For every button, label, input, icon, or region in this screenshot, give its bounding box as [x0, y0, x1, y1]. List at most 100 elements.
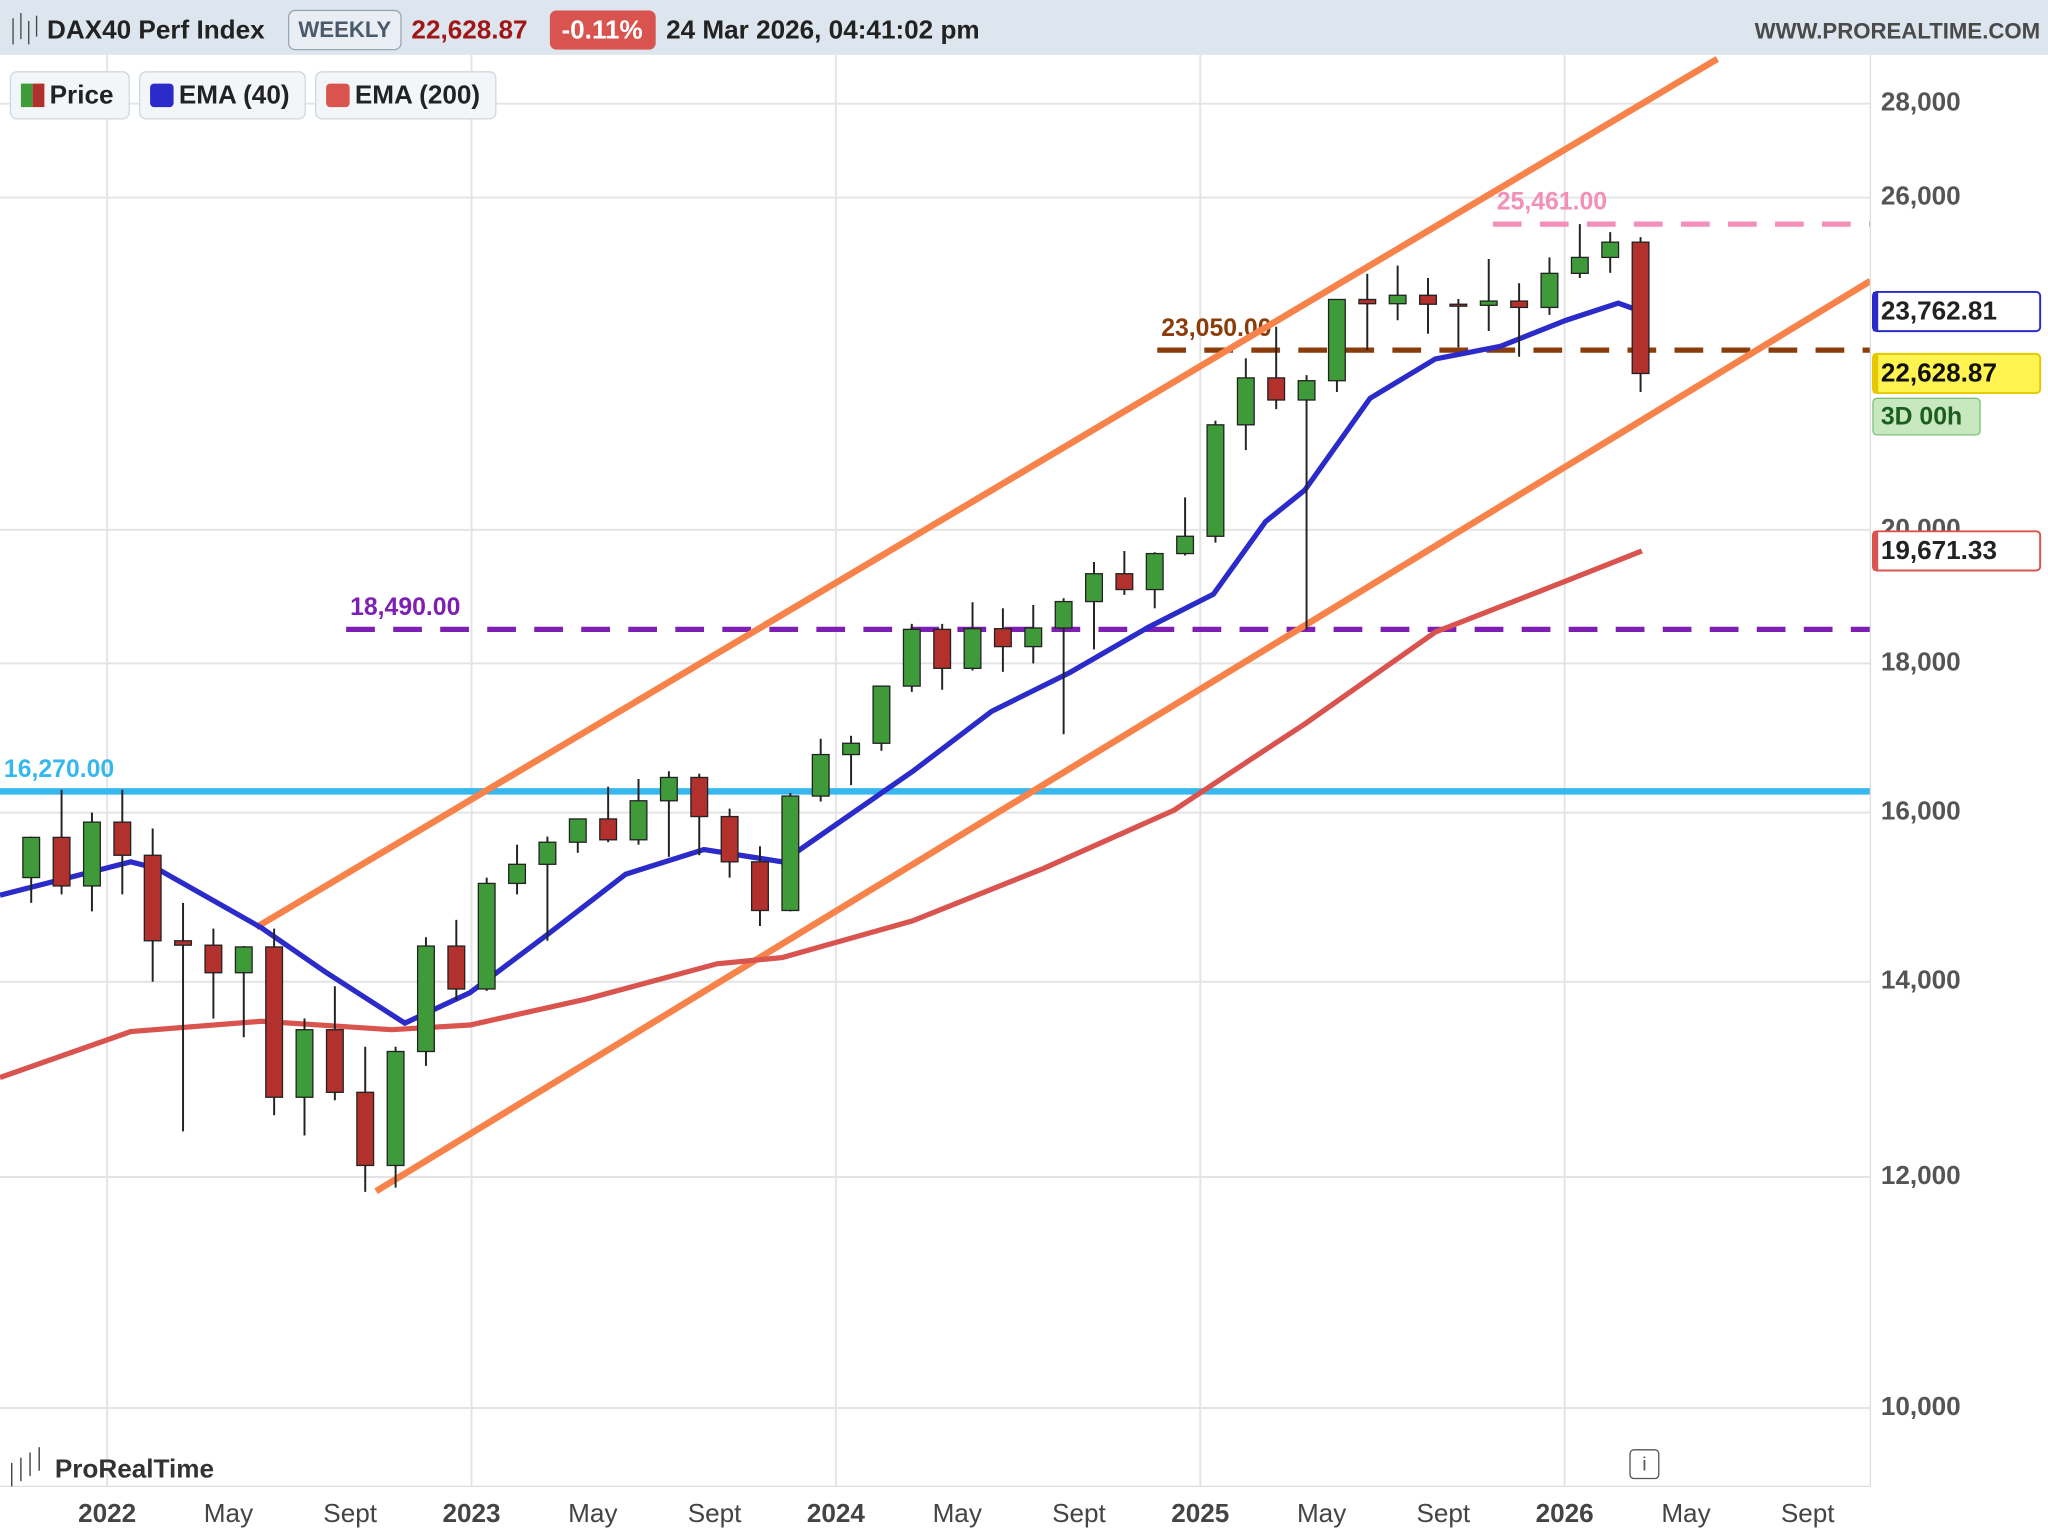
- level-label: 18,490.00: [350, 594, 460, 621]
- candle-body: [1631, 241, 1650, 375]
- candle-body: [1054, 600, 1073, 629]
- candle-body: [1297, 380, 1316, 401]
- ema-last-edge: [1872, 531, 1879, 571]
- grid: [0, 54, 1871, 1487]
- candle-body: [204, 944, 223, 974]
- y-tick-label: 16,000: [1881, 795, 1961, 825]
- candle-body: [963, 628, 982, 669]
- candle-body: [508, 863, 527, 885]
- timeframe-box[interactable]: [288, 9, 402, 51]
- candle-body: [265, 946, 284, 1098]
- candle-body: [1601, 241, 1620, 259]
- legend-swatch: [20, 83, 33, 108]
- info-button[interactable]: [1629, 1449, 1660, 1480]
- x-tick-label: 2026: [1536, 1498, 1594, 1528]
- candle-body: [629, 800, 648, 841]
- legend-label: EMA (40): [179, 80, 290, 110]
- candle-body: [1449, 303, 1468, 307]
- x-axis-area: [0, 1486, 2048, 1536]
- legend-swatch: [326, 83, 350, 108]
- level-label: 16,270.00: [4, 756, 114, 783]
- candle-body: [599, 818, 618, 841]
- candle-body: [1540, 272, 1559, 309]
- timeframe[interactable]: WEEKLY: [298, 17, 391, 42]
- brand: ProRealTime: [55, 1454, 214, 1484]
- candle-body: [1327, 298, 1346, 382]
- candle-body: [477, 882, 496, 990]
- legend-swatch: [32, 83, 45, 108]
- candle-body: [750, 861, 769, 912]
- candle-body: [1510, 300, 1529, 309]
- candle-body: [1570, 256, 1589, 274]
- ema-line: [0, 300, 1643, 1027]
- price-last: 22,628.87: [1881, 358, 1997, 388]
- source: WWW.PROREALTIME.COM: [1755, 19, 2041, 44]
- candle-body: [356, 1091, 375, 1167]
- channel-line: [374, 278, 1871, 1195]
- candle-body: [902, 628, 921, 687]
- legend-label: Price: [50, 80, 114, 110]
- x-tick-label: May: [933, 1498, 982, 1528]
- x-tick-label: May: [568, 1498, 617, 1528]
- candle-body: [993, 628, 1012, 648]
- y-tick-label: 28,000: [1881, 87, 1961, 117]
- x-tick-label: 2022: [78, 1498, 136, 1528]
- candle-body: [325, 1029, 344, 1093]
- candle-body: [295, 1029, 314, 1098]
- change: -0.11%: [561, 14, 642, 44]
- candle-body: [811, 753, 830, 797]
- legend-swatch: [150, 83, 174, 108]
- y-tick-label: 10,000: [1881, 1391, 1961, 1421]
- candle-body: [781, 795, 800, 912]
- candle-body: [538, 841, 557, 865]
- plot-area: 16,270.00 18,490.00 23,050.00 25,461.00: [0, 56, 1871, 1195]
- candle-body: [1206, 424, 1225, 537]
- candle-body: [386, 1050, 405, 1167]
- candle-body: [1358, 298, 1377, 305]
- legend-item[interactable]: [315, 71, 497, 120]
- candle-body: [1024, 627, 1043, 648]
- price-last-edge: [1872, 353, 1879, 394]
- ticker-icon: [12, 13, 38, 45]
- candle-body: [1388, 294, 1407, 305]
- legend-label: EMA (200): [355, 80, 480, 110]
- candle-body: [416, 945, 435, 1053]
- ema-last: 23,762.81: [1881, 296, 1997, 326]
- ema-line: [0, 548, 1643, 1081]
- title: DAX40 Perf Index: [47, 14, 265, 44]
- timestamp: 24 Mar 2026, 04:41:02 pm: [666, 14, 980, 44]
- brand-icon: [11, 1447, 40, 1487]
- candle-body: [1145, 552, 1164, 591]
- x-tick-label: 2023: [442, 1498, 500, 1528]
- candle-body: [1236, 377, 1255, 426]
- candle-body: [1479, 300, 1498, 306]
- candle-body: [22, 836, 41, 879]
- ema-last: 19,671.33: [1881, 535, 1997, 565]
- ema-last-edge: [1872, 291, 1879, 332]
- x-tick-label: Sept: [323, 1498, 377, 1528]
- x-tick-label: Sept: [1052, 1498, 1106, 1528]
- level-label: 25,461.00: [1497, 189, 1607, 216]
- candle-body: [82, 821, 101, 887]
- candle-body: [234, 946, 253, 974]
- x-tick-label: May: [204, 1498, 253, 1528]
- countdown: 3D 00h: [1881, 403, 1962, 430]
- x-tick-label: Sept: [1416, 1498, 1470, 1528]
- candle-body: [1419, 294, 1438, 305]
- candle-body: [113, 821, 132, 856]
- y-tick-label: 18,000: [1881, 646, 1961, 676]
- candle-body: [933, 628, 952, 669]
- info-icon[interactable]: i: [1642, 1454, 1646, 1476]
- y-tick-label: 26,000: [1881, 180, 1961, 210]
- candle-body: [720, 815, 739, 863]
- candle-body: [174, 940, 193, 946]
- legend-item[interactable]: [138, 71, 306, 120]
- x-tick-label: Sept: [688, 1498, 742, 1528]
- y-tick-label: 12,000: [1881, 1160, 1961, 1190]
- x-tick-label: Sept: [1781, 1498, 1835, 1528]
- candle-body: [842, 742, 861, 756]
- y-tick-label: 14,000: [1881, 965, 1961, 995]
